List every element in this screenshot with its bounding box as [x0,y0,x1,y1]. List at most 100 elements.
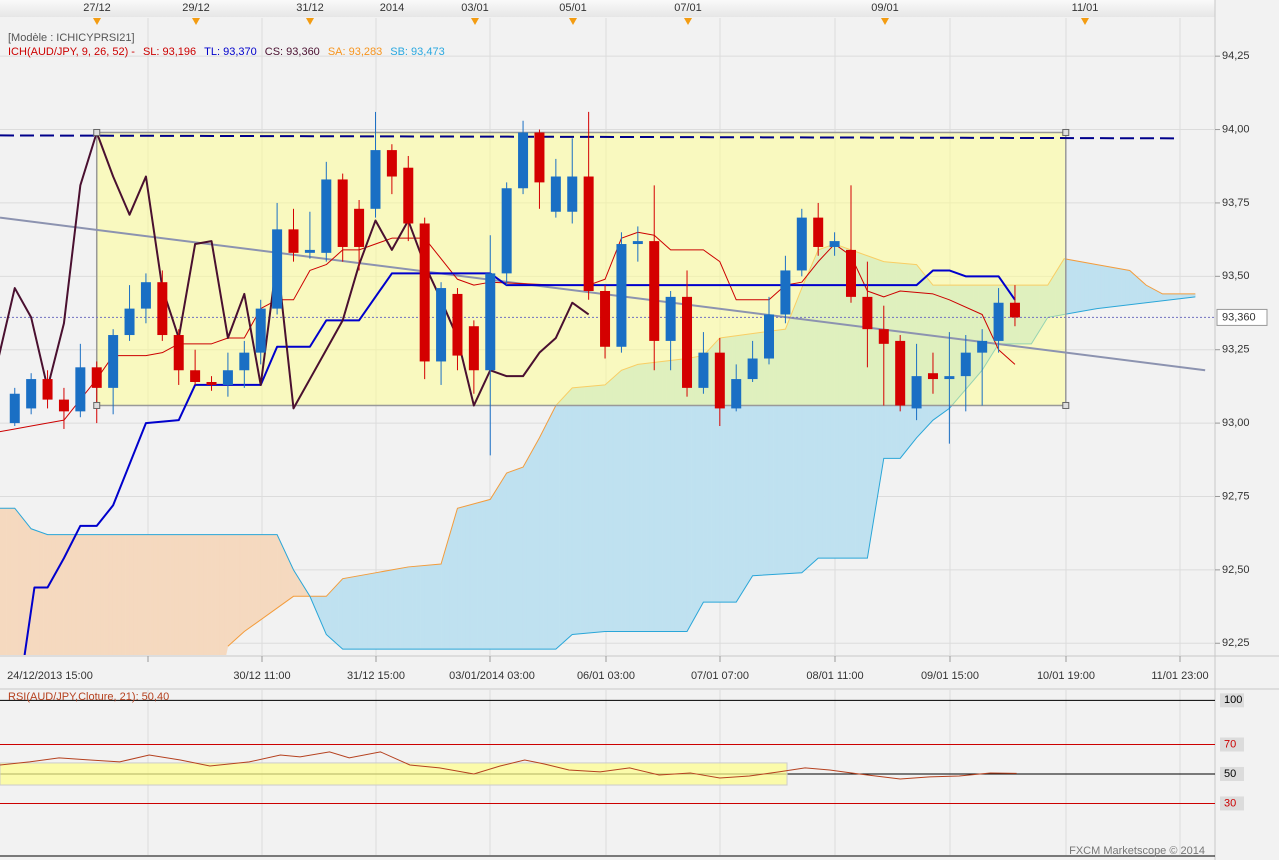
cloud-fill [395,568,401,650]
cloud-fill [252,534,257,627]
cloud-fill [518,466,524,650]
cloud-fill [551,405,557,650]
cloud-fill [612,373,618,632]
legend-entry: ICH(AUD/JPY, 9, 26, 52) - [8,46,135,58]
legend-entry: CS: 93,360 [265,46,320,58]
cloud-fill [104,534,110,655]
cloud-fill [502,472,507,650]
cloud-fill [1100,265,1106,309]
y-tick-label: 50 [1224,768,1236,780]
cloud-fill [112,534,118,655]
candle-body [960,352,971,377]
cloud-fill [543,421,548,650]
cloud-fill [440,549,446,650]
y-tick-box [1220,737,1244,752]
cloud-fill [510,469,516,650]
candle-body [1009,302,1020,318]
cloud-fill [88,534,93,655]
candle-body [108,335,119,388]
candle-body [239,352,250,371]
date-marker [569,18,577,25]
candle-body [485,273,496,371]
cloud-fill [469,503,475,650]
y-tick-label: 70 [1224,738,1236,750]
cloud-fill [235,534,241,640]
cloud-fill [26,522,32,655]
cloud-fill [18,512,24,655]
cloud-fill [330,586,335,643]
legend-entry: SL: 93,196 [143,46,196,58]
cloud-fill [584,386,589,634]
cloud-fill [121,534,126,655]
cloud-fill [2,507,7,655]
cloud-fill [280,543,286,606]
rsi-line [0,751,1017,780]
candle-body [632,241,643,245]
candle-body [845,249,856,297]
y-tick-label: 93,25 [1222,344,1250,356]
cloud-fill [567,387,573,639]
cloud-fill [588,385,593,634]
y-tick-label: 100 [1224,694,1242,706]
candle-body [501,188,512,274]
candle-body [895,340,906,406]
y-tick-box [1220,796,1244,811]
rsi-highlight [0,762,788,786]
resistance-line [0,134,1179,140]
cloud-fill [51,534,56,655]
x-tick-label: 07/01 07:00 [691,670,749,682]
last-price-label: 93,360 [1222,311,1256,323]
cloud-fill [80,534,85,655]
candle-body [977,340,988,353]
date-label: 05/01 [559,2,587,14]
cloud-fill [129,534,134,655]
candle-body [288,229,299,253]
x-tick-label: 08/01 11:00 [806,670,863,682]
cloud-fill [1096,264,1102,309]
cloud-fill [490,491,495,650]
candle-body [157,282,168,336]
candle-body [550,176,561,212]
cloud-fill [432,564,438,650]
cloud-fill [326,591,331,639]
cloud-fill [239,534,245,636]
cloud-fill [617,369,622,632]
cloud-fill [137,534,143,655]
candle-body [321,179,332,253]
cloud-fill [498,478,503,650]
candle-body [403,167,414,224]
legend-entry: TL: 93,370 [204,46,257,58]
candle-body [370,150,381,209]
date-label: 29/12 [182,2,210,14]
cloud-fill [71,534,77,655]
cloud-fill [92,534,97,655]
cloud-fill [535,436,540,650]
cloud-fill [403,566,409,650]
last-price-box [1216,308,1268,326]
candle-body [682,296,693,388]
indicator-line [23,269,1016,655]
x-tick-label: 10/01 19:00 [1037,670,1095,682]
candle-body [75,367,86,412]
cloud-fill [203,534,208,655]
date-label: 09/01 [871,2,899,14]
box-handle [93,128,101,136]
cloud-fill [207,534,212,655]
cloud-fill [412,565,417,650]
candle-body [731,379,742,409]
cloud-fill [387,569,393,650]
candle-body [583,176,594,291]
y-tick-label: 93,50 [1222,270,1250,282]
cloud-fill [362,573,368,650]
cloud-fill [408,566,413,650]
cloud-fill [559,396,565,647]
candle-body [206,382,217,385]
candle-body [567,176,578,212]
candle-body [600,291,611,347]
candle-body [698,352,709,388]
candle-body [91,367,102,388]
date-marker [306,18,314,25]
cloud-fill [444,536,450,650]
legend-entry: SA: 93,283 [328,46,382,58]
date-marker [192,18,200,25]
